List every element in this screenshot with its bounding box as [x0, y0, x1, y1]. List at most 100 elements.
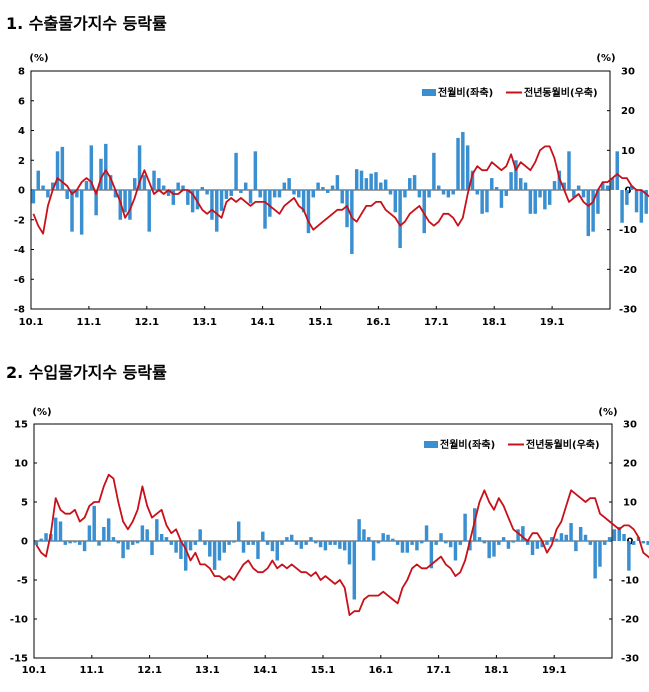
bar-mom [620, 190, 624, 223]
bar-mom [287, 178, 291, 190]
legend-line-label: 전년동월비(우축) [524, 86, 598, 99]
import-chart-title: 2. 수입물가지수 등락률 [6, 363, 167, 382]
bar-mom [39, 538, 43, 541]
bar-mom [463, 513, 467, 541]
bar-mom [610, 178, 615, 190]
bar-mom [528, 190, 533, 214]
left-tick-label: -5 [17, 576, 28, 587]
bar-mom [212, 541, 217, 570]
bar-mom [412, 175, 417, 190]
bar-mom [644, 190, 648, 214]
bar-mom [429, 541, 434, 569]
bar-mom [405, 541, 410, 553]
bar-mom [593, 541, 597, 579]
bar-mom [475, 190, 480, 195]
bar-mom [552, 181, 557, 190]
bar-mom [198, 529, 202, 541]
bar-mom [523, 182, 528, 190]
bar-mom [200, 187, 205, 190]
bar-mom [147, 190, 151, 232]
left-axis-unit: (%) [32, 407, 51, 418]
line-yoy [35, 473, 649, 616]
left-tick-label: 5 [21, 498, 28, 509]
bar-mom [63, 541, 68, 545]
x-tick-label: 14.1 [253, 665, 278, 676]
bar-mom [499, 190, 504, 208]
bar-mom [270, 541, 275, 552]
bar-mom [65, 190, 69, 199]
bar-mom [323, 541, 328, 551]
bar-mom [446, 190, 451, 198]
right-axis-unit: (%) [598, 407, 617, 418]
right-tick-label: -20 [619, 265, 637, 276]
bar-mom [521, 526, 525, 541]
bar-mom [304, 541, 308, 545]
bar-mom [285, 537, 289, 541]
legend-line-label: 전년동월비(우축) [526, 438, 600, 451]
bar-mom [203, 541, 207, 545]
bar-mom [79, 190, 84, 235]
right-tick-label: 20 [623, 459, 637, 470]
bar-mom [248, 190, 253, 204]
bar-mom [598, 541, 602, 567]
bar-mom [627, 541, 631, 571]
left-tick-label: 15 [14, 420, 28, 431]
bar-mom [241, 541, 246, 553]
bar-mom [482, 541, 487, 544]
bar-mom [44, 533, 48, 541]
bar-mom [559, 533, 564, 541]
bar-mom [516, 529, 520, 541]
bar-mom [347, 541, 352, 565]
bar-mom [258, 190, 262, 198]
bar-mom [487, 541, 491, 559]
bar-mom [625, 190, 629, 205]
bar-mom [408, 178, 412, 190]
x-tick-label: 10.1 [19, 317, 44, 328]
bar-mom [169, 541, 174, 545]
bar-mom [424, 525, 429, 541]
bar-mom [540, 541, 544, 548]
bar-mom [417, 190, 422, 198]
bar-mom [297, 190, 301, 198]
bar-mom [89, 145, 94, 190]
bar-mom [403, 190, 407, 198]
legend-bar-label: 전월비(좌축) [438, 86, 493, 99]
x-tick-label: 18.1 [482, 317, 507, 328]
bar-mom [538, 190, 542, 198]
bar-mom [550, 537, 554, 541]
bar-mom [622, 533, 626, 541]
bar-mom [511, 541, 515, 543]
bar-mom [205, 190, 209, 195]
bar-mom [31, 190, 36, 204]
bar-mom [422, 190, 426, 234]
bar-mom [166, 190, 171, 196]
x-tick-label: 11.1 [79, 665, 104, 676]
bar-mom [92, 505, 96, 541]
bar-mom [415, 541, 419, 551]
bar-mom [371, 541, 376, 561]
bar-mom [490, 178, 494, 190]
bar-mom [410, 541, 414, 545]
bar-mom [179, 541, 183, 559]
bar-mom [439, 533, 443, 541]
bar-mom [444, 541, 448, 544]
bar-mom [97, 541, 101, 546]
bar-mom [494, 187, 499, 190]
bar-mom [36, 170, 40, 190]
legend-bar-swatch [422, 89, 436, 96]
left-tick-label: -6 [14, 275, 25, 286]
bar-mom [354, 169, 359, 190]
bar-mom [58, 521, 63, 541]
bar-mom [239, 190, 243, 193]
right-tick-label: 20 [621, 106, 635, 117]
bar-mom [391, 538, 395, 541]
bar-mom [222, 541, 226, 553]
bar-mom [388, 190, 393, 195]
bar-mom [350, 190, 354, 254]
bar-mom [224, 190, 229, 199]
bar-mom [53, 517, 58, 541]
bar-mom [374, 172, 378, 190]
bar-mom [453, 541, 458, 561]
bar-mom [229, 190, 233, 196]
